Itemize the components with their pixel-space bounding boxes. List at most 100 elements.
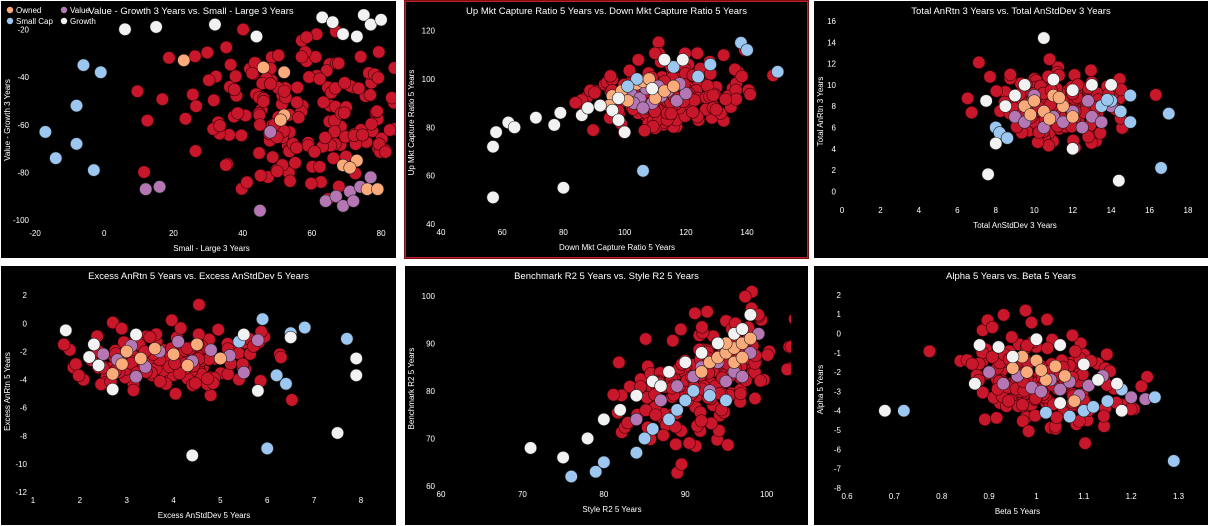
small-cap-point[interactable] xyxy=(1063,410,1077,424)
value-point[interactable] xyxy=(263,125,277,139)
growth-point[interactable] xyxy=(208,18,222,32)
value-point[interactable] xyxy=(1075,120,1089,134)
growth-point[interactable] xyxy=(998,99,1012,113)
growth-point[interactable] xyxy=(695,346,709,360)
chart-panel-r2[interactable]: Benchmark R2 5 Years vs. Style R2 5 Year… xyxy=(405,266,808,525)
universe-point[interactable] xyxy=(271,48,285,62)
owned-point[interactable] xyxy=(371,182,385,196)
small-cap-point[interactable] xyxy=(686,384,700,398)
universe-point[interactable] xyxy=(1100,347,1114,361)
universe-point[interactable] xyxy=(326,151,340,165)
universe-point[interactable] xyxy=(606,388,620,402)
owned-point[interactable] xyxy=(115,357,129,371)
value-point[interactable] xyxy=(735,370,749,384)
universe-point[interactable] xyxy=(748,392,762,406)
growth-point[interactable] xyxy=(605,103,619,117)
universe-point[interactable] xyxy=(1005,330,1019,344)
value-point[interactable] xyxy=(636,101,650,115)
growth-point[interactable] xyxy=(612,113,626,127)
universe-point[interactable] xyxy=(202,73,216,87)
small-cap-point[interactable] xyxy=(897,404,911,418)
universe-point[interactable] xyxy=(245,66,259,80)
universe-point[interactable] xyxy=(788,313,800,325)
owned-point[interactable] xyxy=(1023,108,1037,122)
universe-point[interactable] xyxy=(137,165,151,179)
universe-point[interactable] xyxy=(656,428,670,442)
value-point[interactable] xyxy=(1124,390,1138,404)
universe-point[interactable] xyxy=(652,35,666,49)
universe-point[interactable] xyxy=(588,86,602,100)
owned-point[interactable] xyxy=(167,347,181,361)
value-point[interactable] xyxy=(139,182,153,196)
universe-point[interactable] xyxy=(266,150,280,164)
universe-point[interactable] xyxy=(1040,341,1054,355)
universe-point[interactable] xyxy=(188,49,202,63)
universe-point[interactable] xyxy=(257,94,271,108)
growth-point[interactable] xyxy=(284,330,298,344)
universe-point[interactable] xyxy=(192,298,206,312)
value-point[interactable] xyxy=(670,379,684,393)
universe-point[interactable] xyxy=(797,361,808,373)
growth-point[interactable] xyxy=(524,441,538,455)
small-cap-point[interactable] xyxy=(279,377,293,391)
universe-point[interactable] xyxy=(219,158,233,172)
universe-point[interactable] xyxy=(253,118,267,132)
growth-point[interactable] xyxy=(878,404,892,418)
owned-point[interactable] xyxy=(1052,91,1066,105)
universe-point[interactable] xyxy=(978,413,992,427)
universe-point[interactable] xyxy=(965,357,979,371)
growth-point[interactable] xyxy=(645,82,659,96)
value-point[interactable] xyxy=(237,366,251,380)
universe-point[interactable] xyxy=(224,58,238,72)
universe-point[interactable] xyxy=(793,345,805,357)
growth-point[interactable] xyxy=(1104,78,1118,92)
growth-point[interactable] xyxy=(597,412,611,426)
universe-point[interactable] xyxy=(140,114,154,128)
universe-point[interactable] xyxy=(211,323,225,337)
growth-point[interactable] xyxy=(1037,31,1051,45)
small-cap-point[interactable] xyxy=(1114,105,1128,119)
universe-point[interactable] xyxy=(669,437,683,451)
universe-point[interactable] xyxy=(1081,130,1095,144)
universe-point[interactable] xyxy=(302,70,316,84)
owned-point[interactable] xyxy=(735,351,749,365)
universe-point[interactable] xyxy=(364,117,378,131)
chart-panel-alpha-beta[interactable]: Alpha 5 Years vs. Beta 5 Years 0.6 0.7 0.8 0… xyxy=(814,266,1208,525)
growth-point[interactable] xyxy=(612,91,626,105)
universe-point[interactable] xyxy=(985,320,999,334)
universe-point[interactable] xyxy=(1043,52,1057,66)
value-point[interactable] xyxy=(679,87,693,101)
chart-panel-capture-ratio[interactable]: Up Mkt Capture Ratio 5 Years vs. Down Mk… xyxy=(404,0,809,259)
small-cap-point[interactable] xyxy=(629,446,643,460)
owned-point[interactable] xyxy=(277,65,291,79)
small-cap-point[interactable] xyxy=(70,137,84,151)
owned-point[interactable] xyxy=(1048,359,1062,373)
growth-point[interactable] xyxy=(711,336,725,350)
universe-point[interactable] xyxy=(623,64,637,78)
growth-point[interactable] xyxy=(529,111,543,125)
value-point[interactable] xyxy=(1034,384,1048,398)
small-cap-point[interactable] xyxy=(270,368,284,382)
small-cap-point[interactable] xyxy=(260,441,274,455)
universe-point[interactable] xyxy=(354,50,368,64)
universe-point[interactable] xyxy=(153,375,167,389)
universe-point[interactable] xyxy=(270,164,284,178)
small-cap-point[interactable] xyxy=(94,65,108,79)
value-point[interactable] xyxy=(204,343,218,357)
universe-point[interactable] xyxy=(983,70,997,84)
growth-point[interactable] xyxy=(735,322,749,336)
small-cap-point[interactable] xyxy=(662,412,676,426)
universe-point[interactable] xyxy=(1015,398,1029,412)
universe-point[interactable] xyxy=(761,348,775,362)
chart-panel-value-growth[interactable]: Value - Growth 3 Years vs. Small - Large… xyxy=(1,1,396,258)
universe-point[interactable] xyxy=(989,84,1003,98)
value-point[interactable] xyxy=(996,377,1010,391)
owned-point[interactable] xyxy=(1066,110,1080,124)
universe-point[interactable] xyxy=(1093,126,1107,140)
growth-point[interactable] xyxy=(87,337,101,351)
growth-point[interactable] xyxy=(979,94,993,108)
universe-point[interactable] xyxy=(143,330,157,344)
growth-point[interactable] xyxy=(1066,142,1080,156)
small-cap-point[interactable] xyxy=(1100,394,1114,408)
small-cap-point[interactable] xyxy=(564,469,578,483)
